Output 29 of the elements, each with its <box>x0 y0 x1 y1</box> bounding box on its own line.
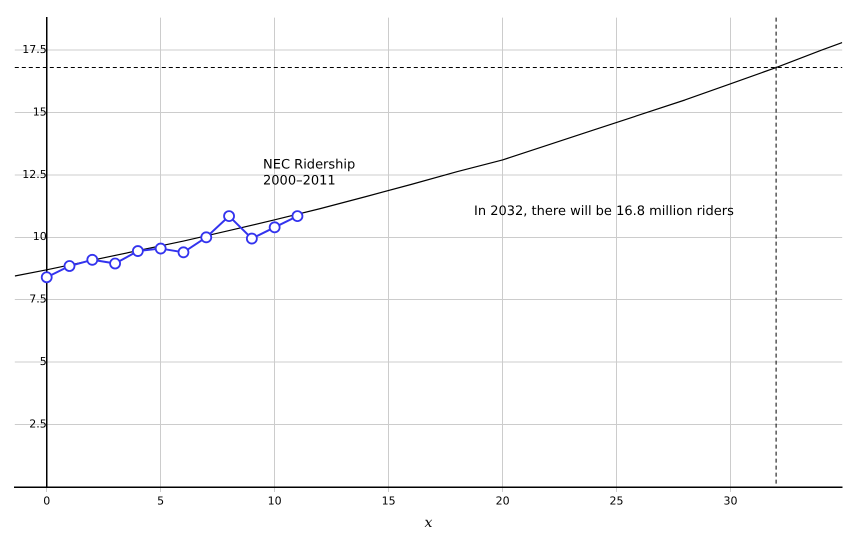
x-tick-label: 15 <box>382 494 396 508</box>
x-tick-label: 20 <box>496 494 510 508</box>
point <box>86 254 98 266</box>
y-tick-label: 15 <box>32 105 47 118</box>
y-tick-label: 12.5 <box>22 168 47 181</box>
point <box>246 232 258 244</box>
x-tick-label: 0 <box>43 494 50 508</box>
x-axis-title: x <box>424 515 433 532</box>
x-tick-label: 25 <box>610 494 624 508</box>
point <box>154 242 167 254</box>
point <box>178 246 190 258</box>
y-tick-label: 5 <box>40 355 47 368</box>
point <box>64 260 76 272</box>
x-tick-label: 30 <box>724 494 738 508</box>
point <box>268 221 281 234</box>
annotation: NEC Ridership 2000–2011 <box>263 157 356 188</box>
x-tick-label: 10 <box>268 494 282 508</box>
point <box>132 245 144 257</box>
y-tick-label: 17.5 <box>22 42 47 56</box>
y-tick-label: 10 <box>32 230 47 244</box>
y-tick-label: 2.5 <box>29 417 47 430</box>
point <box>292 210 304 222</box>
point <box>109 258 121 270</box>
point <box>223 210 235 222</box>
y-tick-label: 7.5 <box>29 292 47 306</box>
x-tick-label: 5 <box>157 494 164 508</box>
annotation: In 2032, there will be 16.8 million riders <box>474 204 734 220</box>
point <box>200 231 212 244</box>
point <box>40 271 53 284</box>
